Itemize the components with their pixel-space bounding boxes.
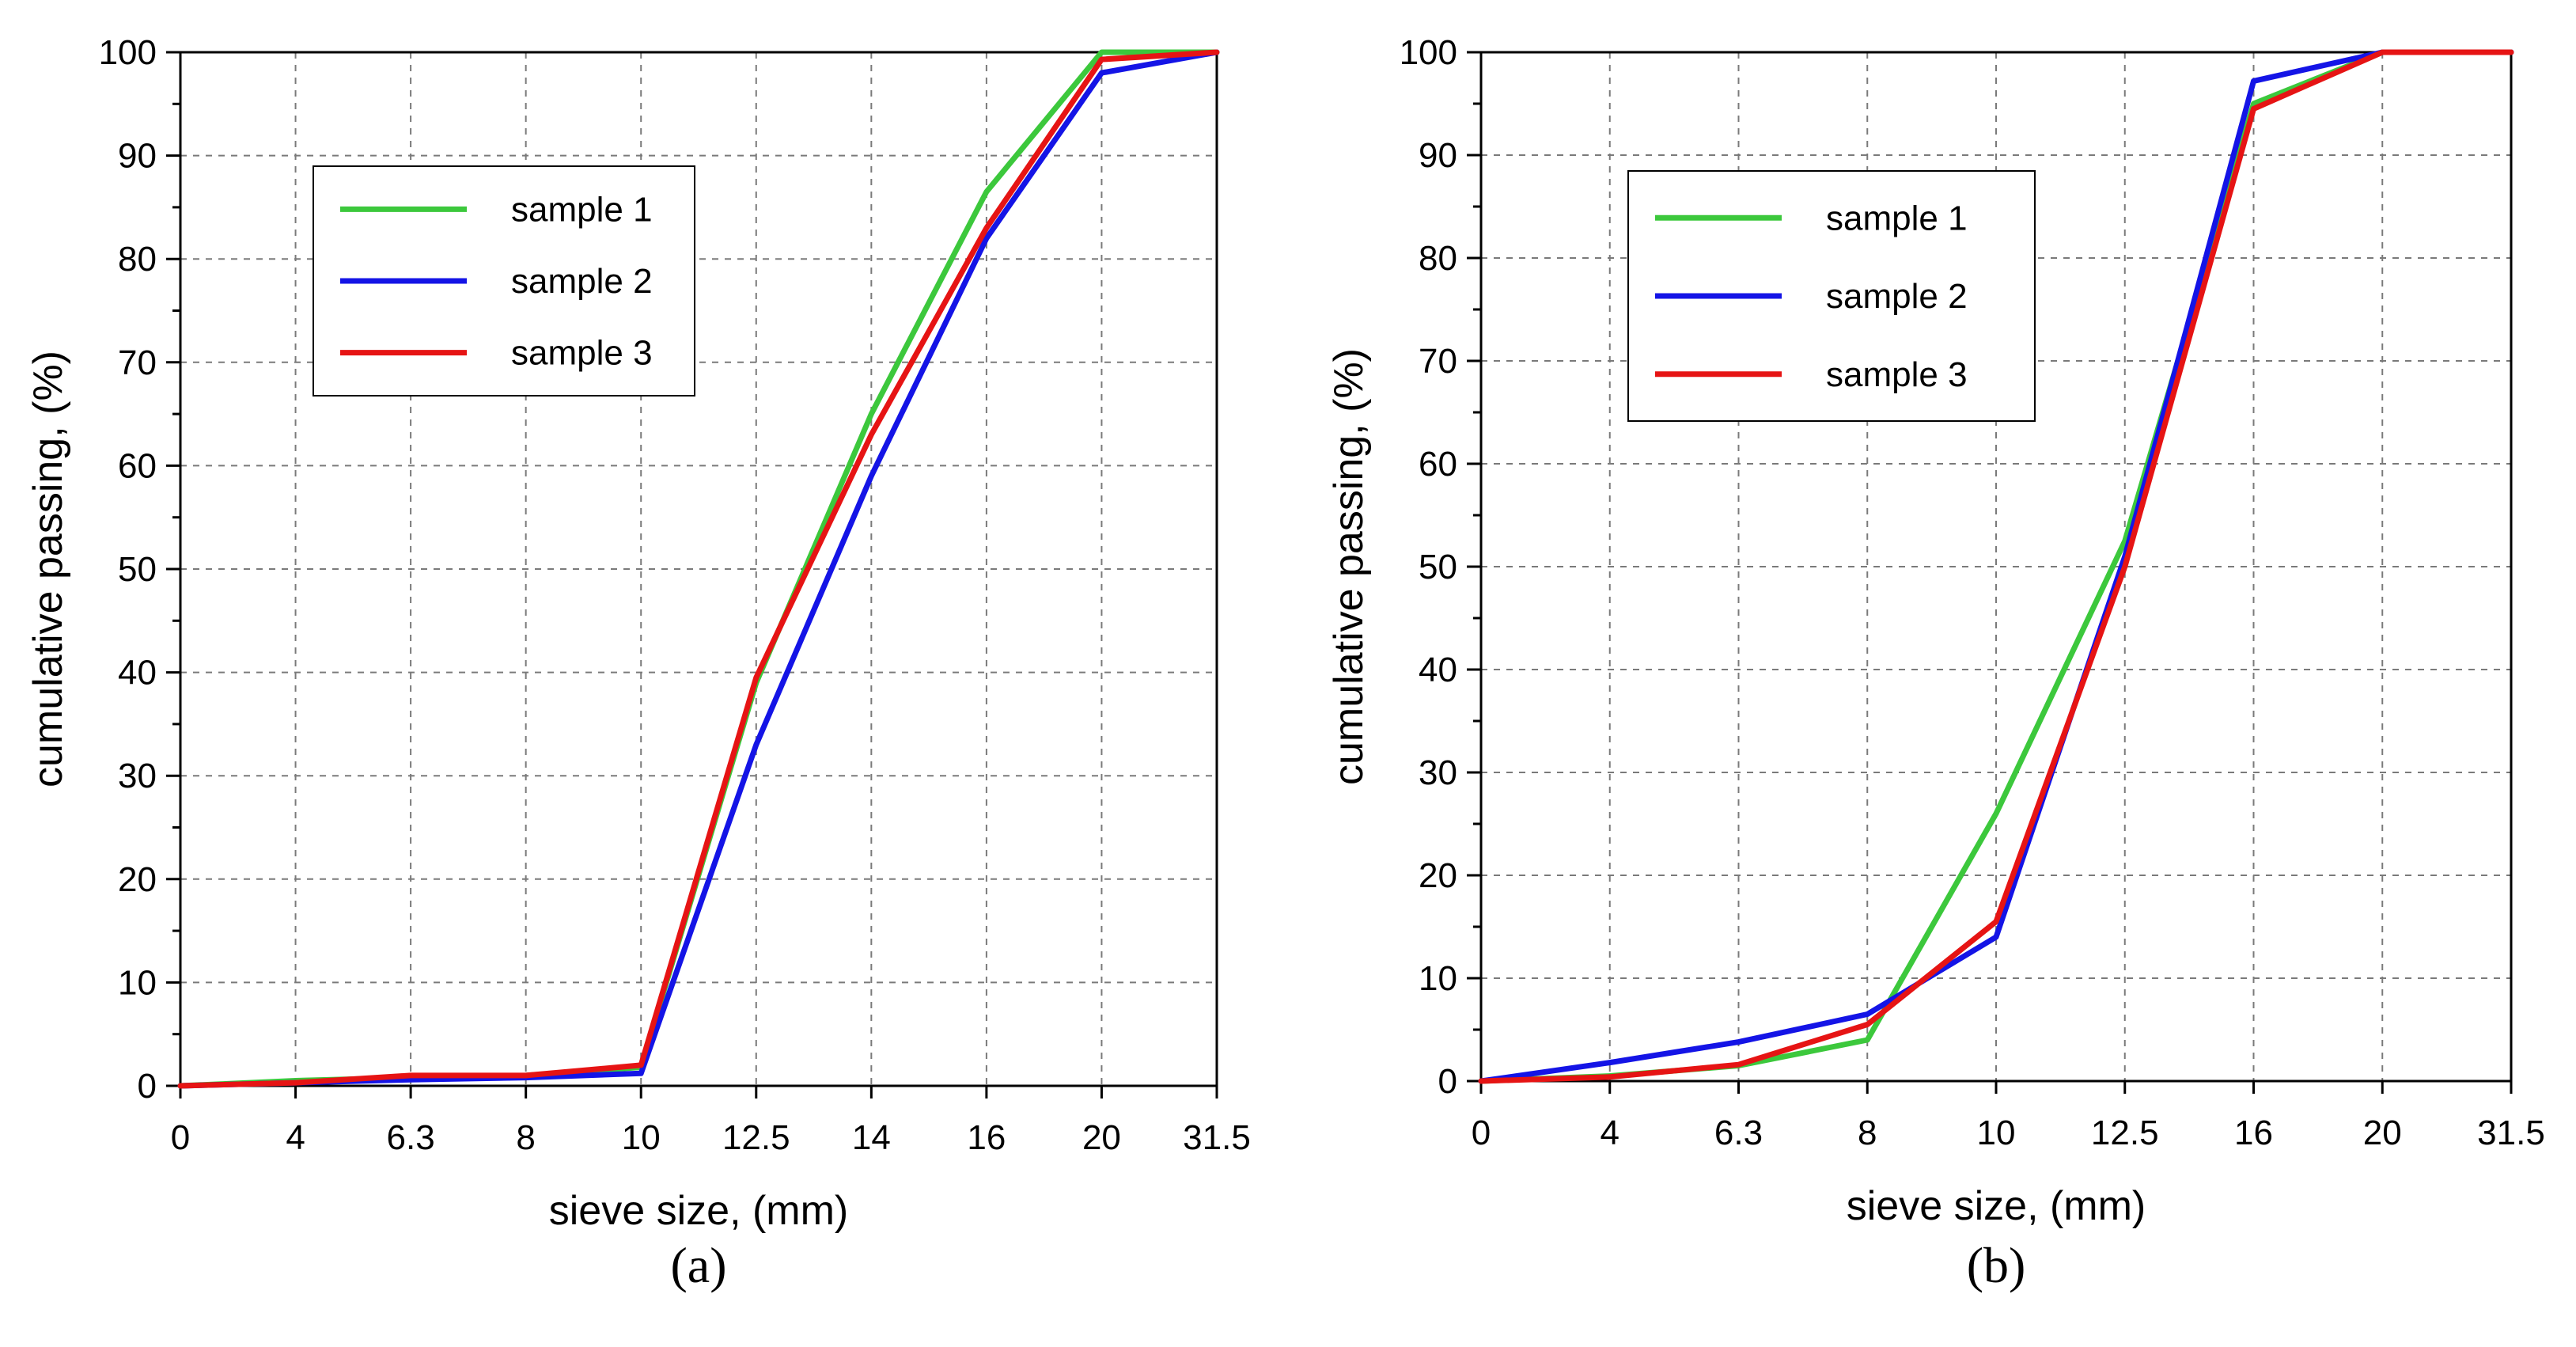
y-tick-label: 70: [1419, 342, 1457, 381]
y-tick-label: 10: [118, 963, 157, 1002]
chart-panel-a: 0 4 6.3 8 10 12.5 14 16 20 31.5 0 10 20 30 40 50 60 70 80 9…: [25, 33, 1251, 1293]
y-axis-title: cumulative passing, (%): [25, 351, 71, 787]
x-tick-label: 6.3: [387, 1118, 435, 1157]
x-tick-label: 31.5: [2477, 1114, 2545, 1152]
legend: sample 1 sample 2 sample 3: [1627, 170, 2036, 422]
x-axis-title: sieve size, (mm): [549, 1188, 848, 1234]
y-tick-label: 0: [1438, 1062, 1457, 1101]
x-tick-label: 12.5: [722, 1118, 790, 1157]
y-tick-label: 40: [1419, 651, 1457, 689]
x-tick-label: 0: [1472, 1114, 1491, 1152]
y-tick-label: 20: [1419, 856, 1457, 895]
y-tick-label: 40: [118, 654, 157, 692]
y-tick-label: 80: [118, 240, 157, 279]
chart-panel-b: 0 4 6.3 8 10 12.5 16 20 31.5 0 10 20 30 40 50 60 70 80 90 1…: [1326, 33, 2545, 1293]
y-tick-label: 100: [1400, 33, 1457, 72]
series-line-sample-3: [1478, 49, 2514, 1084]
x-tick-label: 16: [2234, 1114, 2273, 1152]
y-tick-label: 60: [1419, 445, 1457, 484]
x-tick-label: 20: [1082, 1118, 1121, 1157]
x-tick-label: 4: [1601, 1114, 1619, 1152]
y-tick-label: 50: [1419, 548, 1457, 586]
y-tick-label: 50: [118, 550, 157, 589]
x-axis-title: sieve size, (mm): [1847, 1183, 2146, 1229]
y-tick-label: 90: [118, 137, 157, 176]
x-tick-label: 16: [967, 1118, 1006, 1157]
series-line-sample-3: [177, 49, 1220, 1089]
x-tick-label: 4: [286, 1118, 305, 1157]
y-axis-title: cumulative passing, (%): [1326, 348, 1372, 785]
y-tick-label: 30: [118, 757, 157, 795]
y-tick-label: 70: [118, 343, 157, 382]
y-tick-label: 90: [1419, 136, 1457, 175]
legend-label-sample-2: sample 2: [511, 262, 653, 301]
y-tick-label: 20: [118, 860, 157, 899]
x-tick-label: 8: [516, 1118, 535, 1157]
x-tick-label: 8: [1858, 1114, 1877, 1152]
y-tick-label: 30: [1419, 753, 1457, 792]
y-tick-label: 100: [99, 33, 157, 72]
x-tick-label: 10: [1977, 1114, 2016, 1152]
x-tick-label: 6.3: [1714, 1114, 1763, 1152]
x-tick-label: 20: [2363, 1114, 2402, 1152]
series-line-sample-2: [1478, 49, 2514, 1084]
x-tick-label: 31.5: [1183, 1118, 1251, 1157]
legend: sample 1 sample 2 sample 3: [313, 165, 695, 397]
legend-label-sample-3: sample 3: [511, 334, 653, 373]
y-tick-label: 0: [138, 1067, 157, 1106]
x-tick-label: 10: [622, 1118, 661, 1157]
x-tick-label: 0: [171, 1118, 190, 1157]
legend-box: [313, 165, 695, 397]
legend-label-sample-1: sample 1: [1826, 199, 1968, 237]
panel-label: (a): [670, 1237, 726, 1293]
x-tick-label: 14: [852, 1118, 891, 1157]
x-tick-label: 12.5: [2091, 1114, 2159, 1152]
legend-label-sample-3: sample 3: [1826, 355, 1968, 394]
y-tick-label: 10: [1419, 959, 1457, 998]
legend-label-sample-1: sample 1: [511, 190, 653, 229]
legend-label-sample-2: sample 2: [1826, 277, 1968, 316]
y-tick-label: 80: [1419, 239, 1457, 278]
y-tick-label: 60: [118, 446, 157, 485]
panel-label: (b): [1967, 1237, 2026, 1293]
